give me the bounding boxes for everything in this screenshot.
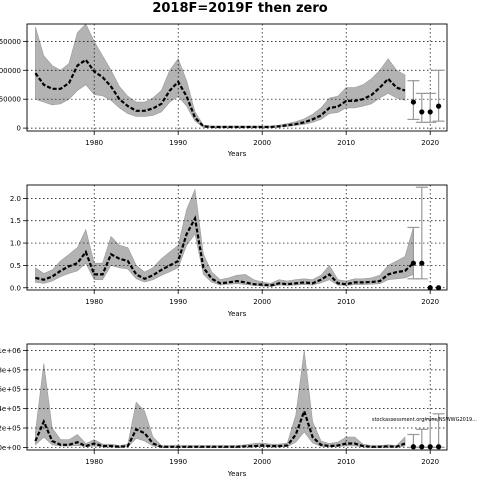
x-tick-label: 2000 [253,298,271,306]
confidence-band [35,24,406,128]
forecast-point [410,99,416,105]
y-tick-label: 6e+05 [0,386,21,394]
forecast-point [436,103,442,109]
panel-frame [26,343,448,451]
x-tick-label: 2010 [337,298,355,306]
y-tick-label: 4e+05 [0,405,21,413]
y-tick-label: 100000 [0,67,21,75]
chart-panel-1: 1980 1990 2000 2010 2020 0 50000 100000 150000 Ye… [0,23,448,158]
forecast-point [427,444,433,450]
forecast-point [436,285,442,290]
x-axis-label: Years [227,470,247,478]
forecast-point [419,260,425,266]
estimate-line [34,407,406,448]
confidence-band [35,350,406,448]
forecast-point [410,444,416,450]
chart-panel-3: 1980 1990 2000 2010 2020 0e+00 2e+05 4e+05 6e+05… [0,343,448,478]
y-tick-label: 0.0 [10,284,21,292]
x-tick-label: 2000 [253,139,271,147]
y-tick-label: 1.5 [10,217,21,225]
panel-frame [26,184,448,291]
chart-panel-2: 1980 1990 2000 2010 2020 0.0 0.5 1.0 1.5 2.0 Years [10,184,448,318]
x-tick-label: 1990 [169,458,187,466]
forecast-point [410,260,416,266]
x-axis-label: Years [227,310,247,318]
plot-area [27,24,447,131]
y-tick-label: 0 [17,125,21,133]
x-axis-label: Years [227,150,247,158]
plot-area [27,344,447,450]
x-tick-label: 2010 [337,458,355,466]
panel-frame [26,23,448,132]
estimate-line [34,58,406,129]
x-tick-label: 2000 [253,458,271,466]
forecast-point [427,285,433,290]
y-tick-label: 1.0 [10,240,21,248]
x-tick-label: 1980 [85,458,103,466]
x-tick-label: 2020 [421,139,439,147]
x-tick-label: 2010 [337,139,355,147]
y-tick-label: 50000 [0,96,21,104]
y-tick-label: 150000 [0,38,21,46]
y-tick-label: 8e+05 [0,366,21,374]
y-tick-label: 0e+00 [0,444,21,452]
figure-title: 2018F=2019F then zero [152,1,328,16]
forecast-point [427,109,433,115]
x-tick-label: 1980 [85,298,103,306]
source-note: stockassessment.org/runs/NSWWG2019... [372,417,478,423]
y-tick-label: 1e+06 [0,347,22,355]
forecast-point [436,444,442,450]
estimate-line [35,215,415,287]
x-tick-label: 2020 [421,458,439,466]
y-tick-label: 2e+05 [0,425,21,433]
x-tick-label: 1980 [85,139,103,147]
forecast-point [419,444,425,450]
x-tick-label: 1990 [169,298,187,306]
x-tick-label: 2020 [421,298,439,306]
plot-area [27,185,447,290]
y-tick-label: 2.0 [10,195,21,203]
forecast-point [419,109,425,115]
x-tick-label: 1990 [169,139,187,147]
y-tick-label: 0.5 [10,262,21,270]
